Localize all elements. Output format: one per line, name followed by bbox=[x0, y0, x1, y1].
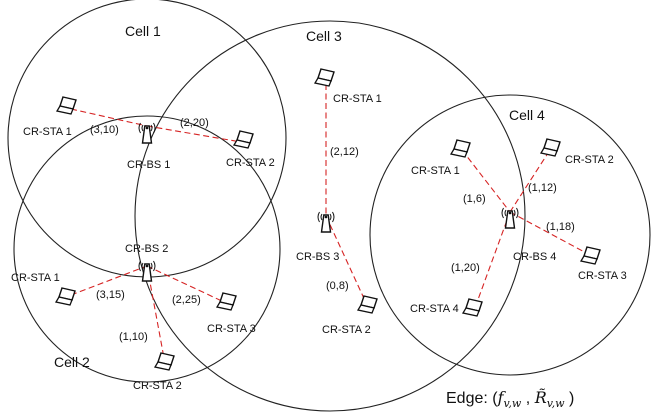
link-c2-sta3 bbox=[146, 265, 225, 303]
cell-3-label: Cell 3 bbox=[306, 28, 342, 44]
c4-sta1-label: CR-STA 1 bbox=[411, 165, 460, 177]
c4-sta1-laptop-icon bbox=[450, 139, 471, 158]
c4-sta2-label: CR-STA 2 bbox=[565, 154, 614, 166]
edge-c3-sta1-label: (2,12) bbox=[330, 146, 359, 158]
cell-4-circle bbox=[369, 94, 651, 376]
edge-c2-sta1-label: (3,15) bbox=[96, 289, 125, 301]
cell-2-label: Cell 2 bbox=[54, 354, 90, 370]
edge-c2-sta2-label: (1,10) bbox=[119, 331, 148, 343]
c1-sta1-laptop-icon bbox=[56, 96, 77, 115]
link-c1-sta1 bbox=[70, 108, 148, 127]
cell-3-circle bbox=[134, 20, 526, 412]
c3-sta2-laptop-icon bbox=[357, 295, 378, 314]
link-c2-sta1 bbox=[70, 265, 148, 296]
c2-sta2-laptop-icon bbox=[154, 352, 175, 371]
cell-4-label: Cell 4 bbox=[509, 107, 545, 123]
cell-2-circle bbox=[13, 115, 281, 383]
link-c4-sta1 bbox=[461, 149, 511, 213]
edge-c4-sta2-label: (1,12) bbox=[528, 182, 557, 194]
bs1-tower-icon bbox=[138, 122, 156, 144]
c3-sta1-label: CR-STA 1 bbox=[333, 93, 382, 105]
c4-sta3-laptop-icon bbox=[580, 246, 601, 265]
link-c4-sta2 bbox=[509, 149, 551, 213]
link-c2-sta2 bbox=[146, 265, 165, 359]
edge-c4-sta3-label: (1,18) bbox=[546, 221, 575, 233]
c3-sta1-laptop-icon bbox=[314, 68, 335, 87]
legend-comma: , bbox=[521, 390, 534, 407]
c2-sta2-label: CR-STA 2 bbox=[133, 380, 182, 392]
bs4-label: CR-BS 4 bbox=[513, 251, 556, 263]
legend-prefix: Edge: ( bbox=[446, 390, 498, 407]
edge-c4-sta4-label: (1,20) bbox=[451, 262, 480, 274]
bs1-label: CR-BS 1 bbox=[127, 159, 170, 171]
edge-c1-sta2-label: (2,20) bbox=[180, 117, 209, 129]
c1-sta1-label: CR-STA 1 bbox=[23, 126, 72, 138]
bs2-label: CR-BS 2 bbox=[125, 243, 168, 255]
c3-sta2-label: CR-STA 2 bbox=[322, 324, 371, 336]
legend-r-sub: v,w bbox=[547, 397, 565, 410]
c2-sta1-label: CR-STA 1 bbox=[11, 272, 60, 284]
links bbox=[70, 84, 591, 359]
c1-sta2-label: CR-STA 2 bbox=[226, 157, 275, 169]
link-c4-sta3 bbox=[509, 211, 591, 256]
edge-c1-sta1-label: (3,10) bbox=[90, 124, 119, 136]
legend-f-var: f bbox=[497, 388, 507, 407]
edge-c2-sta3-label: (2,25) bbox=[172, 294, 201, 306]
legend-r-var: R̃ bbox=[534, 388, 547, 407]
edge-c3-sta2-label: (0,8) bbox=[326, 280, 349, 292]
edge-c4-sta1-label: (1,6) bbox=[463, 193, 486, 205]
c4-sta2-laptop-icon bbox=[540, 138, 561, 157]
c4-sta3-label: CR-STA 3 bbox=[578, 270, 627, 282]
c2-sta1-laptop-icon bbox=[55, 287, 76, 306]
legend-f-sub: v,w bbox=[504, 397, 522, 410]
c1-sta2-laptop-icon bbox=[233, 130, 254, 149]
edge-legend: Edge: (fv,w , R̃v,w ) bbox=[446, 388, 574, 410]
c4-sta4-laptop-icon bbox=[462, 298, 483, 317]
cell-1-label: Cell 1 bbox=[125, 23, 161, 39]
link-c1-sta2 bbox=[146, 125, 242, 143]
c2-sta3-label: CR-STA 3 bbox=[207, 323, 256, 335]
c2-sta3-laptop-icon bbox=[216, 292, 237, 311]
c4-sta4-label: CR-STA 4 bbox=[410, 303, 459, 315]
link-c3-sta2 bbox=[325, 215, 368, 306]
bs3-label: CR-BS 3 bbox=[296, 251, 339, 263]
legend-suffix: ) bbox=[565, 390, 575, 407]
link-c4-sta4 bbox=[475, 211, 511, 306]
bs4-tower-icon bbox=[501, 207, 519, 229]
